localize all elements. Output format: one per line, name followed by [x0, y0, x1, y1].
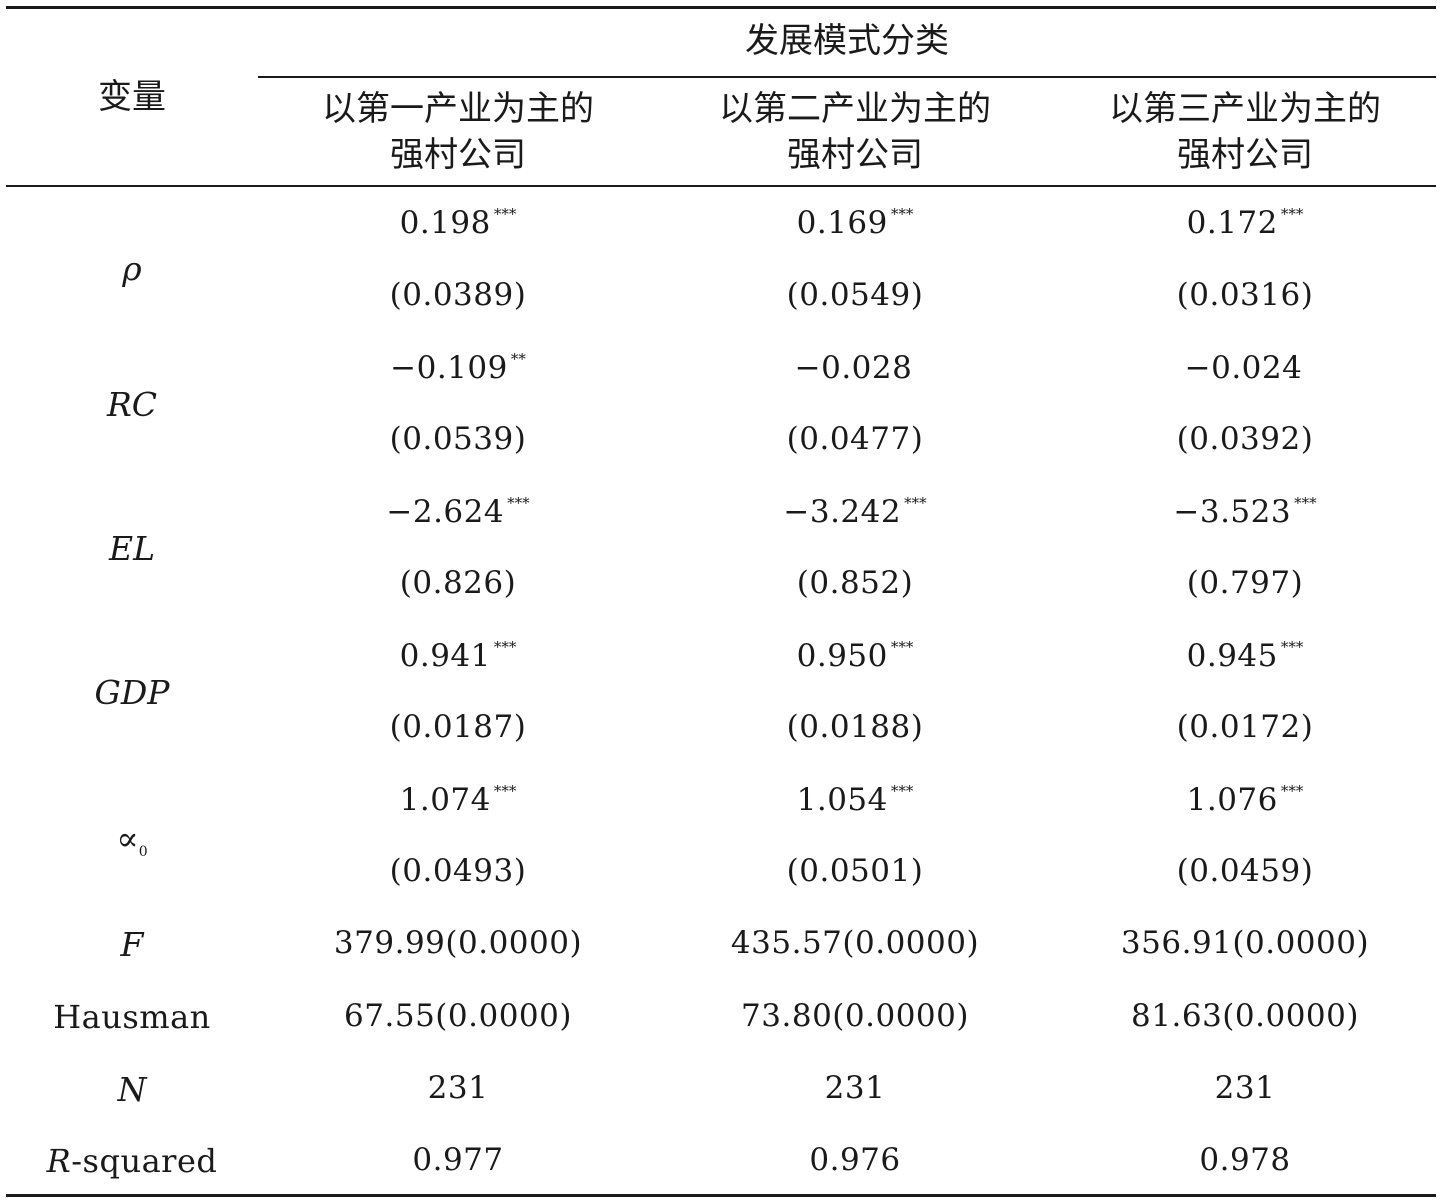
se-el-3: (0.797) [1186, 565, 1304, 601]
se-rho-1: (0.0389) [389, 277, 527, 313]
stat-r2-2: 0.976 [809, 1142, 901, 1178]
stat-hausman-2: 73.80(0.0000) [741, 998, 969, 1034]
se-rho-3: (0.0316) [1176, 277, 1314, 313]
coef-el-1: −2.624 *** [386, 494, 530, 530]
se-gdp-2: (0.0188) [786, 709, 924, 745]
bottom-rule [6, 1194, 1436, 1197]
coef-alpha0-3: 1.076 *** [1186, 782, 1304, 818]
stat-f-2: 435.57(0.0000) [730, 925, 980, 961]
stat-r2-label: R-squared [46, 1142, 218, 1180]
se-rc-2: (0.0477) [786, 421, 924, 457]
stat-r2-1: 0.977 [412, 1142, 504, 1178]
header-rule [6, 185, 1436, 187]
se-rc-1: (0.0539) [389, 421, 527, 457]
coef-rc-3: −0.024 [1184, 350, 1303, 386]
stat-n-3: 231 [1214, 1070, 1276, 1106]
stat-hausman-label: Hausman [53, 998, 211, 1036]
se-el-2: (0.852) [796, 565, 914, 601]
var-alpha0: ∝0 [116, 819, 148, 860]
coef-rc-1: −0.109 ** [390, 350, 526, 386]
se-rc-3: (0.0392) [1176, 421, 1314, 457]
stat-n-1: 231 [427, 1070, 489, 1106]
var-gdp: GDP [94, 673, 170, 712]
column-header-3-line1: 以第三产业为主的 [1109, 89, 1381, 129]
se-alpha0-3: (0.0459) [1176, 853, 1314, 889]
coef-el-2: −3.242 *** [783, 494, 927, 530]
column-header-2-line1: 以第二产业为主的 [719, 89, 991, 129]
coef-el-3: −3.523 *** [1173, 494, 1317, 530]
stat-n-2: 231 [824, 1070, 886, 1106]
column-header-2-line2: 强村公司 [787, 135, 923, 175]
se-alpha0-2: (0.0501) [786, 853, 924, 889]
group-rule [258, 76, 1436, 78]
group-header: 发展模式分类 [745, 21, 949, 61]
se-gdp-1: (0.0187) [389, 709, 527, 745]
coef-rho-3: 0.172 *** [1186, 205, 1304, 241]
coef-rho-2: 0.169 *** [796, 205, 914, 241]
variable-header: 变量 [98, 77, 166, 117]
coef-alpha0-2: 1.054 *** [796, 782, 914, 818]
column-header-1-line1: 以第一产业为主的 [322, 89, 594, 129]
se-rho-2: (0.0549) [786, 277, 924, 313]
se-gdp-3: (0.0172) [1176, 709, 1314, 745]
coef-gdp-1: 0.941 *** [399, 638, 517, 674]
stat-f-1: 379.99(0.0000) [333, 925, 583, 961]
column-header-3-line2: 强村公司 [1177, 135, 1313, 175]
coef-alpha0-1: 1.074 *** [399, 782, 517, 818]
stat-hausman-1: 67.55(0.0000) [344, 998, 572, 1034]
se-el-1: (0.826) [399, 565, 517, 601]
stat-r2-3: 0.978 [1199, 1142, 1291, 1178]
column-header-1-line2: 强村公司 [390, 135, 526, 175]
var-rho: ρ [122, 249, 142, 288]
stat-f-3: 356.91(0.0000) [1120, 925, 1370, 961]
se-alpha0-1: (0.0493) [389, 853, 527, 889]
stat-f-label: F [120, 925, 144, 964]
top-rule [6, 6, 1436, 9]
coef-gdp-2: 0.950 *** [796, 638, 914, 674]
stat-n-label: N [117, 1070, 147, 1109]
stat-hausman-3: 81.63(0.0000) [1131, 998, 1359, 1034]
coef-rho-1: 0.198 *** [399, 205, 517, 241]
coef-rc-2: −0.028 [794, 350, 913, 386]
coef-gdp-3: 0.945 *** [1186, 638, 1304, 674]
var-el: EL [108, 529, 155, 568]
var-rc: RC [106, 385, 158, 424]
